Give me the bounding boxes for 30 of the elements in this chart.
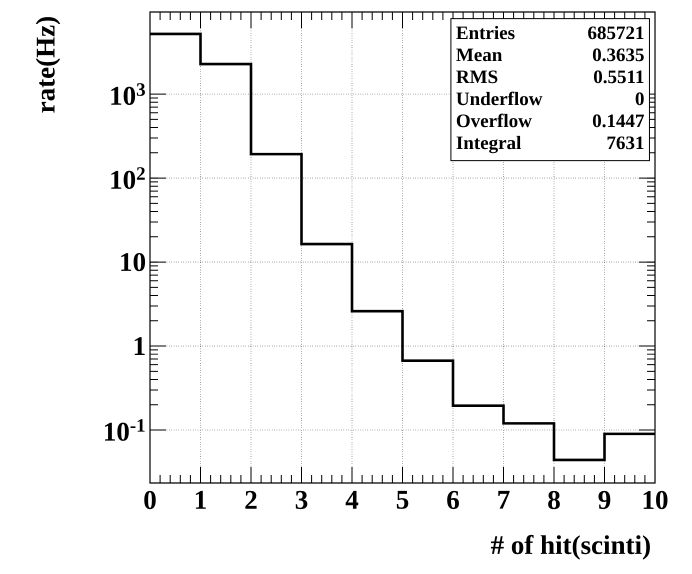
- annotation: 7631: [608, 136, 644, 150]
- x-tick-label: 7: [498, 490, 510, 509]
- annotation: 685721: [588, 26, 644, 40]
- x-tick-label: 6: [447, 490, 459, 510]
- y-tick-label: 10$^{2}$: [111, 167, 145, 189]
- annotation: 0.1447: [592, 114, 644, 128]
- x-tick-label: 2: [245, 490, 257, 509]
- annotation: Entries: [456, 26, 515, 40]
- y-tick-label: 1: [134, 337, 145, 355]
- annotation: Mean: [456, 48, 502, 62]
- annotation: 0.5511: [594, 70, 644, 84]
- x-axis-title: # of hit(scinti): [490, 534, 650, 560]
- annotation: Integral: [456, 136, 522, 154]
- annotation: Underflow: [456, 92, 542, 106]
- y-axis-title: rate(Hz): [36, 17, 60, 113]
- x-tick-label: 10: [644, 490, 668, 510]
- x-tick-label: 9: [598, 490, 610, 510]
- annotation: 0: [636, 92, 644, 106]
- x-tick-label: 0: [144, 490, 156, 510]
- x-tick-label: 4: [346, 490, 358, 509]
- y-tick-label: 10: [121, 252, 146, 272]
- y-tick-label: 10$^{-1}$: [104, 419, 145, 441]
- x-tick-label: 1: [196, 490, 206, 509]
- annotation: RMS: [456, 70, 498, 84]
- annotation: 0.3635: [592, 48, 644, 62]
- y-tick-label: 10$^{3}$: [111, 83, 145, 105]
- annotation: Overflow: [456, 114, 532, 128]
- x-tick-label: 3: [296, 490, 308, 510]
- x-tick-label: 8: [548, 490, 560, 510]
- x-tick-label: 5: [396, 490, 408, 509]
